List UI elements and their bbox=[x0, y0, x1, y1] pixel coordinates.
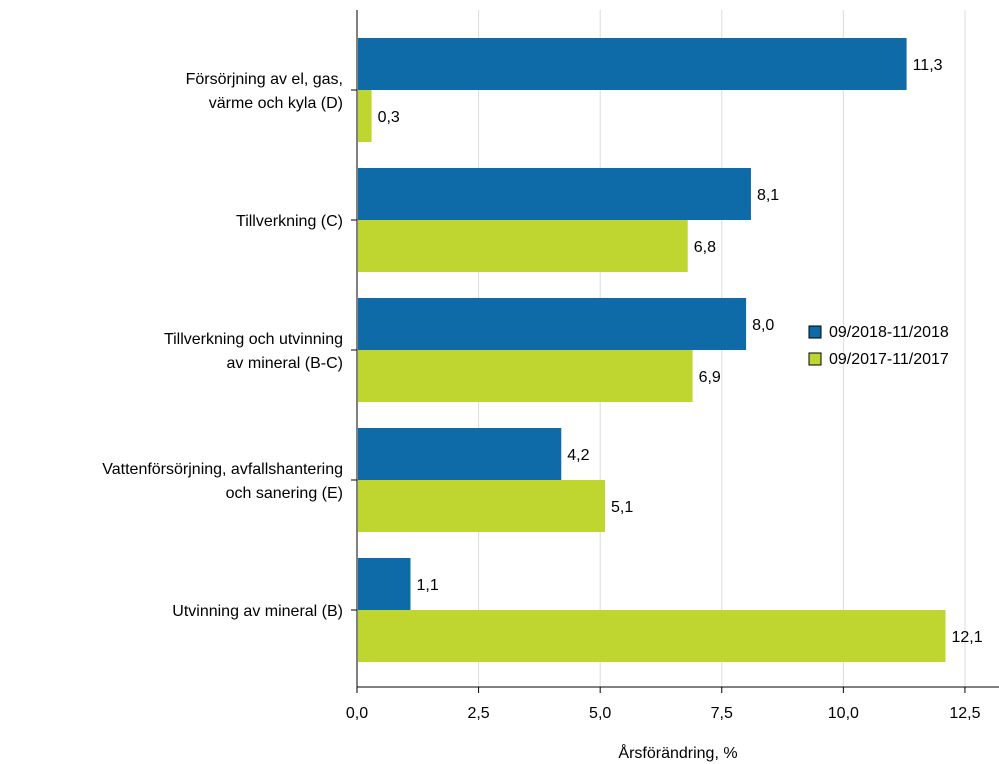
legend-swatch bbox=[808, 352, 822, 366]
bar bbox=[358, 90, 372, 142]
bar bbox=[358, 298, 747, 350]
legend-label: 09/2018-11/2018 bbox=[829, 324, 949, 341]
x-tick-label: 12,5 bbox=[949, 705, 980, 722]
bar-value-label: 6,9 bbox=[699, 369, 721, 386]
x-axis-title: Årsförändring, % bbox=[618, 743, 737, 762]
labels: 11,3 0,3 Försörjning av el, gas, värme och … bbox=[102, 57, 982, 646]
category-label: Försörjning av el, gas, bbox=[186, 71, 343, 88]
bar-value-label: 11,3 bbox=[913, 57, 943, 74]
category-label: Tillverkning och utvinning bbox=[164, 331, 343, 348]
bar bbox=[358, 350, 693, 402]
bar bbox=[358, 168, 751, 220]
legend-label: 09/2017-11/2017 bbox=[829, 351, 949, 368]
axes: 0,0 2,5 5,0 7,5 10,0 12,5 bbox=[346, 10, 999, 722]
bar-value-label: 8,0 bbox=[752, 317, 774, 334]
bar-value-label: 6,8 bbox=[694, 239, 716, 256]
bar-value-label: 4,2 bbox=[567, 447, 589, 464]
category-label: och sanering (E) bbox=[226, 485, 343, 502]
x-tick-label: 10,0 bbox=[828, 705, 859, 722]
legend-swatch bbox=[808, 325, 822, 339]
bar bbox=[358, 480, 606, 532]
bars bbox=[358, 38, 946, 662]
x-tick-label: 0,0 bbox=[346, 705, 368, 722]
bar bbox=[358, 558, 411, 610]
bar bbox=[358, 220, 688, 272]
bar-value-label: 5,1 bbox=[611, 499, 633, 516]
bar-value-label: 8,1 bbox=[757, 187, 779, 204]
bar-value-label: 0,3 bbox=[378, 109, 400, 126]
category-label: av mineral (B-C) bbox=[227, 355, 343, 372]
x-tick-label: 7,5 bbox=[711, 705, 733, 722]
bar bbox=[358, 38, 907, 90]
legend: 09/2018-11/2018 09/2017-11/2017 bbox=[808, 324, 949, 368]
bar bbox=[358, 610, 946, 662]
category-label: värme och kyla (D) bbox=[209, 95, 343, 112]
x-tick-label: 5,0 bbox=[589, 705, 611, 722]
category-label: Tillverkning (C) bbox=[236, 213, 343, 230]
x-tick-label: 2,5 bbox=[467, 705, 489, 722]
bar-value-label: 1,1 bbox=[417, 577, 439, 594]
bar bbox=[358, 428, 562, 480]
category-label: Utvinning av mineral (B) bbox=[172, 603, 343, 620]
category-label: Vattenförsörjning, avfallshantering bbox=[102, 461, 343, 478]
bar-value-label: 12,1 bbox=[952, 629, 983, 646]
